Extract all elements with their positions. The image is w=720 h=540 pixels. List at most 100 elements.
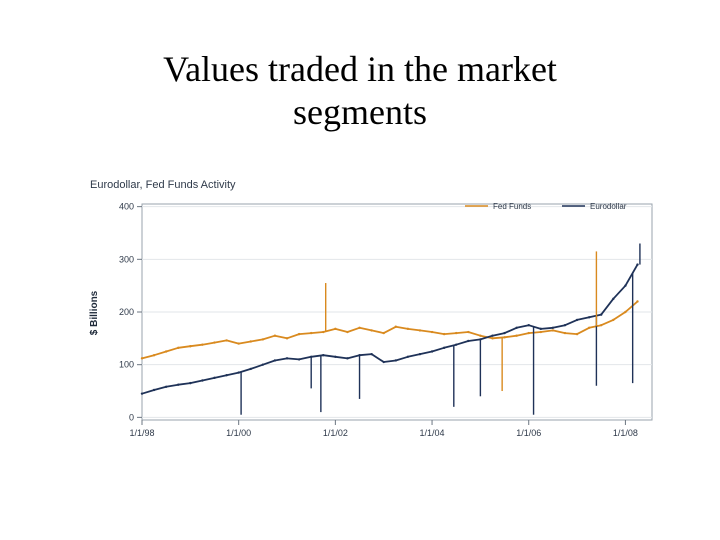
fed-funds-point: [261, 338, 265, 341]
fed-funds-point: [164, 350, 168, 353]
y-axis-ticks: 0 100 200 300 400: [119, 202, 142, 422]
fed-funds-point: [213, 341, 216, 344]
x-tick-label: 1/1/04: [420, 428, 445, 438]
eurodollar-point: [394, 359, 397, 362]
eurodollar-point: [237, 371, 240, 374]
slide-title: Values traded in the market segments: [163, 49, 557, 132]
eurodollar-point: [201, 379, 204, 382]
eurodollar-point: [322, 354, 325, 357]
eurodollar-point: [297, 358, 301, 361]
eurodollar-point: [140, 392, 144, 395]
fed-funds-point: [177, 346, 180, 350]
eurodollar-point: [551, 326, 555, 330]
eurodollar-point: [189, 381, 192, 385]
x-tick-label: 1/1/00: [226, 428, 251, 438]
fed-funds-point: [334, 327, 337, 331]
legend-fed-funds-label: Fed Funds: [493, 202, 531, 211]
eurodollar-point: [225, 374, 228, 377]
eurodollar-point: [515, 326, 518, 330]
x-axis-ticks: 1/1/98 1/1/00 1/1/02 1/1/04 1/1/06 1/1/08: [129, 420, 638, 438]
fed-funds-point: [152, 354, 156, 357]
eurodollar-point: [261, 363, 265, 366]
x-tick-label: 1/1/98: [129, 428, 154, 438]
fed-funds-point: [285, 337, 289, 340]
fed-funds-point: [309, 331, 313, 335]
eurodollar-point: [636, 263, 639, 266]
eurodollar-point: [249, 367, 252, 371]
eurodollar-point: [152, 388, 156, 392]
fed-funds-point: [503, 336, 506, 339]
fed-funds-point: [273, 334, 277, 337]
eurodollar-point: [455, 343, 458, 346]
eurodollar-point: [442, 346, 446, 350]
y-tick-label: 400: [119, 202, 134, 212]
fed-funds-point: [515, 334, 518, 337]
fed-funds-point: [527, 331, 530, 335]
fed-funds-point: [587, 326, 591, 330]
fed-funds-point: [249, 340, 252, 343]
eurodollar-point: [406, 355, 410, 358]
fed-funds-point: [382, 331, 385, 335]
fed-funds-point: [563, 331, 567, 335]
fed-funds-point: [551, 329, 555, 332]
eurodollar-point: [213, 376, 216, 380]
eurodollar-point: [346, 357, 349, 360]
fed-funds-point: [297, 332, 301, 336]
fed-funds-point: [479, 334, 482, 337]
fed-funds-point: [575, 332, 579, 336]
fed-funds-point: [624, 310, 627, 314]
eurodollar-point: [164, 385, 168, 389]
fed-funds-point: [189, 345, 192, 348]
eurodollar-point: [491, 334, 494, 337]
y-axis-label: $ Billions: [89, 290, 100, 335]
fed-funds-point: [442, 332, 446, 336]
fed-funds-point: [455, 331, 458, 335]
fed-funds-point: [394, 325, 397, 328]
fed-funds-point: [237, 342, 240, 345]
legend-eurodollar-label: Eurodollar: [590, 202, 627, 211]
eurodollar-point: [273, 359, 277, 362]
fed-funds-point: [636, 300, 639, 303]
fed-funds-point: [370, 329, 373, 332]
fed-funds-point: [201, 343, 204, 346]
eurodollar-point: [382, 360, 385, 364]
y-tick-label: 200: [119, 307, 134, 317]
fed-funds-point: [612, 318, 615, 322]
chart-title: Eurodollar, Fed Funds Activity: [90, 179, 236, 191]
eurodollar-point: [334, 355, 337, 358]
fed-funds-point: [418, 329, 422, 332]
eurodollar-point: [370, 352, 373, 356]
eurodollar-line: [141, 264, 639, 395]
fed-funds-point: [322, 330, 325, 334]
eurodollar-point: [563, 323, 567, 327]
line-chart: Eurodollar, Fed Funds Activity 0 100 200 30…: [89, 179, 653, 438]
legend: Fed Funds Eurodollar: [465, 202, 627, 211]
fed-funds-point: [225, 339, 228, 342]
eurodollar-point: [539, 327, 543, 331]
fed-funds-point: [539, 330, 543, 334]
fed-funds-point: [346, 330, 349, 334]
eurodollar-point: [467, 339, 470, 343]
fed-funds-point: [467, 330, 470, 334]
eurodollar-point: [612, 297, 615, 301]
eurodollar-point: [600, 313, 603, 316]
eurodollar-point: [285, 357, 289, 360]
fed-funds-point: [600, 323, 603, 327]
eurodollar-point: [575, 318, 579, 322]
fed-funds-point: [430, 330, 434, 334]
fed-funds-line: [141, 300, 639, 360]
eurodollar-point: [587, 316, 591, 319]
eurodollar-point: [418, 352, 422, 356]
fed-funds-point: [406, 327, 410, 331]
eurodollar-point: [527, 323, 530, 327]
fed-funds-point: [358, 326, 361, 330]
y-tick-label: 0: [129, 412, 134, 422]
x-tick-label: 1/1/02: [323, 428, 348, 438]
series-lines: [140, 243, 641, 415]
fed-funds-point: [491, 337, 494, 340]
eurodollar-point: [177, 383, 180, 386]
y-tick-label: 100: [119, 360, 134, 370]
fed-funds-point: [140, 357, 144, 360]
eurodollar-point: [430, 350, 434, 353]
eurodollar-point: [624, 284, 627, 287]
